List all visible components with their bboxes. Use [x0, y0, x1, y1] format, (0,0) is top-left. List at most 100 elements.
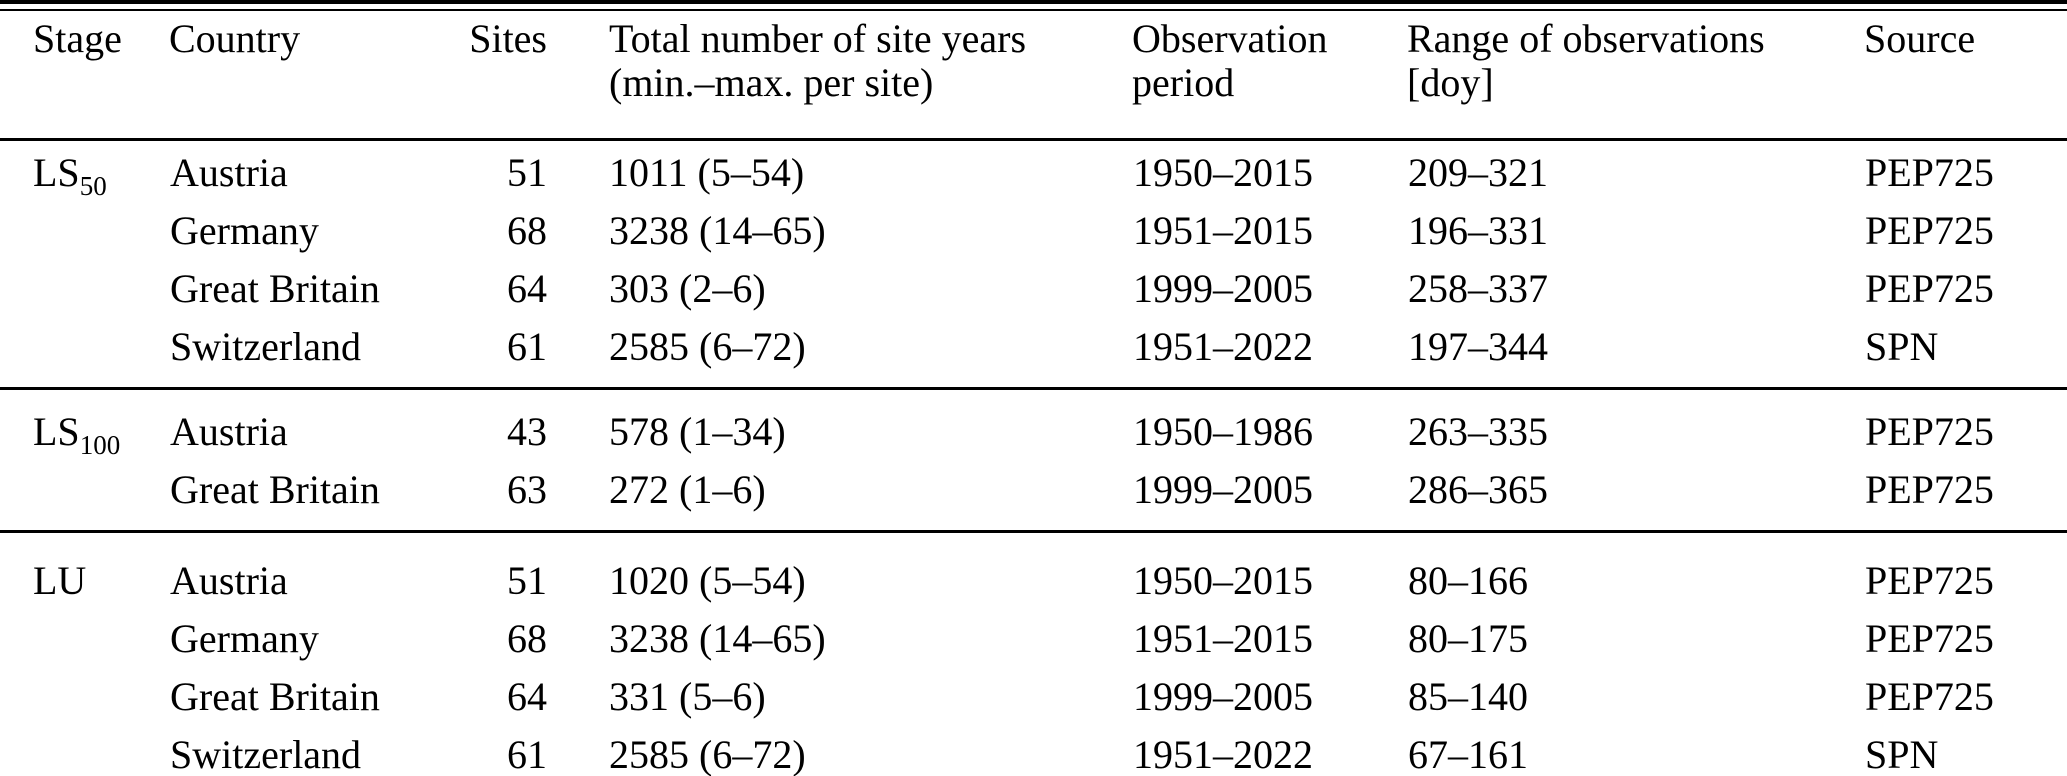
- column-header-country-label: Country: [169, 16, 301, 61]
- column-header-stage-label: Stage: [33, 16, 122, 61]
- column-header-site-years: Total number of site years (min.–max. pe…: [553, 11, 1132, 141]
- cell-sites: 68: [507, 208, 547, 253]
- cell-range-observations: 209–321: [1408, 150, 1548, 195]
- header-row: Stage Country Sites Total number of site…: [0, 11, 2067, 141]
- cell-stage: [0, 726, 169, 776]
- cell-observation-period: 1950–1986: [1133, 409, 1313, 454]
- cell-country: Great Britain: [170, 266, 380, 311]
- column-header-site-years-line2: (min.–max. per site): [609, 60, 934, 105]
- cell-range-observations: 85–140: [1408, 674, 1528, 719]
- cell-sites: 61: [507, 732, 547, 776]
- cell-country: Great Britain: [170, 674, 380, 719]
- cell-range-observations: 197–344: [1408, 324, 1548, 369]
- cell-site-years: 272 (1–6): [609, 467, 766, 512]
- cell-observation-period: 1951–2015: [1133, 616, 1313, 661]
- cell-observation-period: 1951–2022: [1133, 324, 1313, 369]
- cell-country: Germany: [170, 208, 319, 253]
- cell-stage: LS50: [0, 140, 169, 203]
- cell-range-observations: 67–161: [1408, 732, 1528, 776]
- cell-stage: [0, 202, 169, 260]
- table-row: Great Britain 64 331 (5–6) 1999–2005 85–140 P…: [0, 668, 2067, 726]
- table-row: Great Britain 64 303 (2–6) 1999–2005 258–337…: [0, 260, 2067, 318]
- cell-sites: 43: [507, 409, 547, 454]
- table-row: LU Austria 51 1020 (5–54) 1950–2015 80–166 PEP…: [0, 532, 2067, 611]
- cell-country: Germany: [170, 616, 319, 661]
- cell-country: Switzerland: [170, 732, 362, 776]
- cell-observation-period: 1950–2015: [1133, 150, 1313, 195]
- cell-sites: 61: [507, 324, 547, 369]
- table-header: Stage Country Sites Total number of site…: [0, 11, 2067, 141]
- table-row: Germany 68 3238 (14–65) 1951–2015 80–175 PEP7…: [0, 610, 2067, 668]
- table-top-rule-inner: [0, 9, 2067, 11]
- cell-range-observations: 196–331: [1408, 208, 1548, 253]
- cell-sites: 51: [507, 150, 547, 195]
- column-header-stage: Stage: [0, 11, 169, 141]
- cell-sites: 51: [507, 558, 547, 603]
- cell-country: Switzerland: [170, 324, 362, 369]
- column-header-observation-period-line2: period: [1132, 60, 1235, 105]
- table-row: Great Britain 63 272 (1–6) 1999–2005 286–365…: [0, 461, 2067, 532]
- cell-sites: 68: [507, 616, 547, 661]
- cell-source: PEP725: [1865, 558, 1994, 603]
- cell-stage: LU: [0, 532, 169, 611]
- table-row: Switzerland 61 2585 (6–72) 1951–2022 197–344…: [0, 318, 2067, 389]
- column-header-range-observations-line2: [doy]: [1407, 60, 1494, 105]
- stage-label: LS: [33, 409, 80, 454]
- cell-country: Austria: [170, 409, 288, 454]
- stage-group-ls50: LS50 Austria 51 1011 (5–54) 1950–2015 209–321…: [0, 140, 2067, 389]
- cell-range-observations: 286–365: [1408, 467, 1548, 512]
- cell-source: PEP725: [1865, 208, 1994, 253]
- cell-source: SPN: [1865, 324, 1939, 369]
- cell-stage: [0, 318, 169, 389]
- cell-country: Great Britain: [170, 467, 380, 512]
- cell-sites: 64: [507, 674, 547, 719]
- column-header-site-years-line1: Total number of site years: [609, 16, 1027, 61]
- cell-source: PEP725: [1865, 467, 1994, 512]
- table-row: Germany 68 3238 (14–65) 1951–2015 196–331 PEP…: [0, 202, 2067, 260]
- column-header-observation-period: Observation period: [1132, 11, 1407, 141]
- table-top-rule-outer: [0, 0, 2067, 4]
- cell-observation-period: 1999–2005: [1133, 674, 1313, 719]
- cell-stage: [0, 260, 169, 318]
- column-header-observation-period-line1: Observation: [1132, 16, 1328, 61]
- cell-stage: [0, 610, 169, 668]
- cell-site-years: 303 (2–6): [609, 266, 766, 311]
- cell-stage: [0, 461, 169, 532]
- cell-site-years: 578 (1–34): [609, 409, 786, 454]
- cell-observation-period: 1999–2005: [1133, 266, 1313, 311]
- observations-table: Stage Country Sites Total number of site…: [0, 11, 2067, 776]
- cell-source: PEP725: [1865, 409, 1994, 454]
- stage-subscript: 50: [79, 171, 107, 201]
- cell-source: PEP725: [1865, 616, 1994, 661]
- cell-sites: 64: [507, 266, 547, 311]
- column-header-source: Source: [1864, 11, 2067, 141]
- cell-observation-period: 1951–2022: [1133, 732, 1313, 776]
- cell-site-years: 3238 (14–65): [609, 616, 826, 661]
- cell-site-years: 1020 (5–54): [609, 558, 806, 603]
- table-row: LS100 Austria 43 578 (1–34) 1950–1986 263–335…: [0, 389, 2067, 462]
- cell-range-observations: 263–335: [1408, 409, 1548, 454]
- cell-site-years: 2585 (6–72): [609, 324, 806, 369]
- cell-site-years: 331 (5–6): [609, 674, 766, 719]
- cell-site-years: 2585 (6–72): [609, 732, 806, 776]
- table-row: Switzerland 61 2585 (6–72) 1951–2022 67–161 S…: [0, 726, 2067, 776]
- cell-stage: [0, 668, 169, 726]
- column-header-source-label: Source: [1864, 16, 1976, 61]
- cell-site-years: 1011 (5–54): [609, 150, 805, 195]
- stage-label: LU: [33, 558, 87, 603]
- stage-group-lu: LU Austria 51 1020 (5–54) 1950–2015 80–166 PEP…: [0, 531, 2067, 776]
- cell-source: PEP725: [1865, 266, 1994, 311]
- table-top-rule-gap: [0, 4, 2067, 9]
- column-header-country: Country: [169, 11, 457, 141]
- cell-range-observations: 80–166: [1408, 558, 1528, 603]
- cell-country: Austria: [170, 150, 288, 195]
- stage-label: LS: [33, 150, 80, 195]
- column-header-sites-label: Sites: [469, 16, 547, 61]
- cell-observation-period: 1950–2015: [1133, 558, 1313, 603]
- cell-source: PEP725: [1865, 674, 1994, 719]
- cell-range-observations: 80–175: [1408, 616, 1528, 661]
- cell-observation-period: 1999–2005: [1133, 467, 1313, 512]
- column-header-range-observations: Range of observations [doy]: [1407, 11, 1864, 141]
- cell-range-observations: 258–337: [1408, 266, 1548, 311]
- cell-country: Austria: [170, 558, 288, 603]
